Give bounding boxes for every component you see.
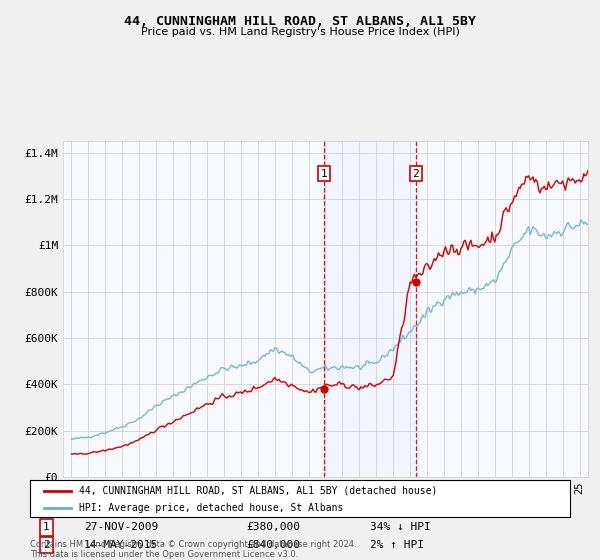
Text: 14-MAY-2015: 14-MAY-2015 [84, 540, 158, 550]
Text: 1: 1 [43, 522, 50, 533]
Text: 27-NOV-2009: 27-NOV-2009 [84, 522, 158, 533]
Text: 2% ↑ HPI: 2% ↑ HPI [370, 540, 424, 550]
Text: £840,000: £840,000 [246, 540, 300, 550]
Text: 44, CUNNINGHAM HILL ROAD, ST ALBANS, AL1 5BY: 44, CUNNINGHAM HILL ROAD, ST ALBANS, AL1… [124, 15, 476, 27]
Text: 2: 2 [43, 540, 50, 550]
Text: Contains HM Land Registry data © Crown copyright and database right 2024.
This d: Contains HM Land Registry data © Crown c… [30, 540, 356, 559]
Text: 1: 1 [321, 169, 328, 179]
Text: £380,000: £380,000 [246, 522, 300, 533]
Text: 44, CUNNINGHAM HILL ROAD, ST ALBANS, AL1 5BY (detached house): 44, CUNNINGHAM HILL ROAD, ST ALBANS, AL1… [79, 486, 437, 496]
Text: HPI: Average price, detached house, St Albans: HPI: Average price, detached house, St A… [79, 503, 343, 513]
Text: Price paid vs. HM Land Registry's House Price Index (HPI): Price paid vs. HM Land Registry's House … [140, 27, 460, 37]
Bar [324, 141, 416, 477]
Text: 2: 2 [412, 169, 419, 179]
Text: 34% ↓ HPI: 34% ↓ HPI [370, 522, 431, 533]
